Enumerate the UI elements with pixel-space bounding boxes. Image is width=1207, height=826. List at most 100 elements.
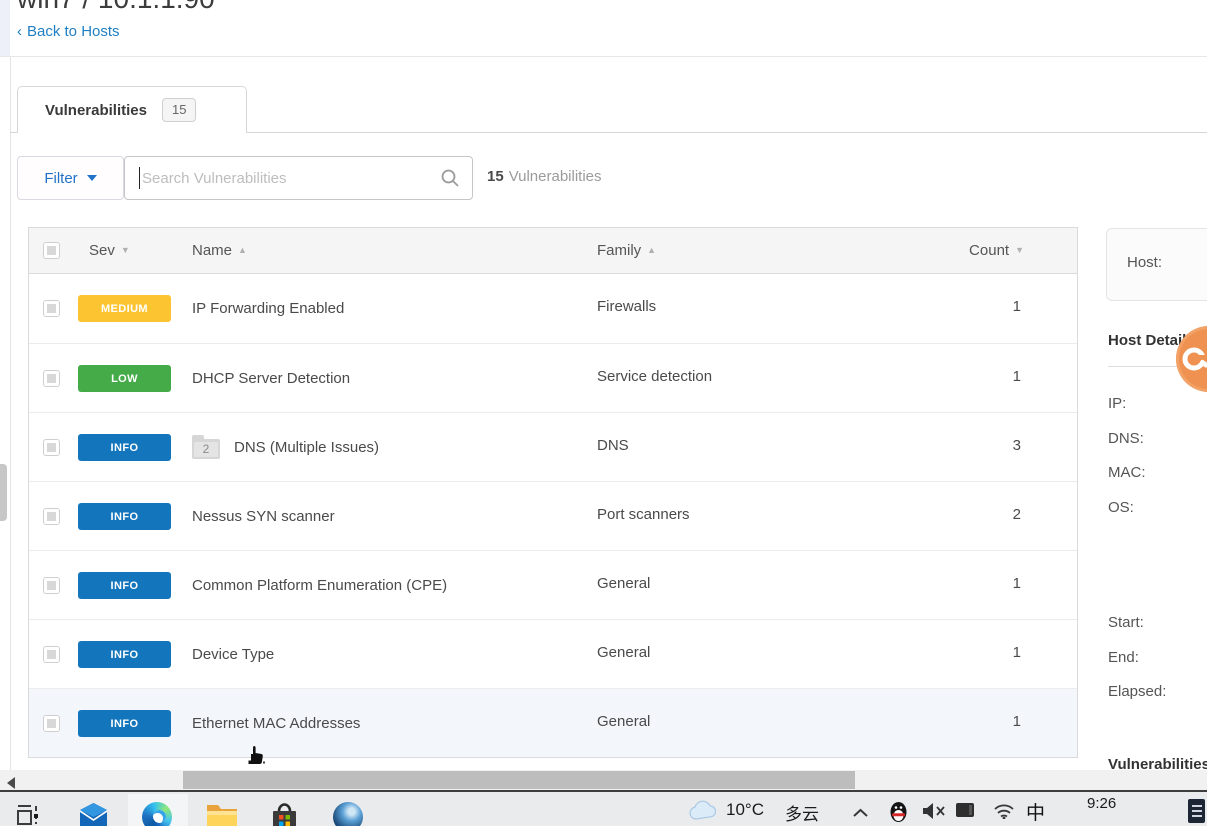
scan-time-label: Elapsed: [1108,683,1167,700]
row-checkbox[interactable] [43,300,60,317]
count-cell: 1 [1012,298,1021,315]
checkbox-fill [47,512,56,521]
host-detail-label: DNS: [1108,429,1144,447]
mail-app-icon[interactable] [78,802,109,826]
vulnerability-name-cell: IP Forwarding Enabled [192,274,344,343]
count-cell: 1 [1012,368,1021,385]
scroll-left-arrow[interactable] [7,777,15,789]
weather-temperature[interactable]: 10°C [726,800,764,819]
family-cell: General [597,575,651,592]
sort-asc-icon: ▲ [647,245,657,255]
qq-tray-icon[interactable] [888,800,909,826]
group-count: 2 [202,441,210,456]
checkbox-fill [47,246,56,255]
plugin-group-folder-icon: 2 [192,434,220,459]
table-row[interactable]: MEDIUM IP Forwarding Enabled Firewalls 1 [29,274,1077,343]
table-row[interactable]: INFO Device Type General 1 [29,619,1077,688]
column-header-name[interactable]: Name ▲ [192,242,247,259]
host-label: Host: [1127,254,1163,271]
search-icon [440,168,460,193]
vulnerability-name-cell: DHCP Server Detection [192,344,350,413]
pinned-app-icon[interactable] [14,802,41,826]
row-checkbox[interactable] [43,646,60,663]
vulnerabilities-section-heading: Vulnerabilities [1108,756,1207,773]
checkbox-fill [47,443,56,452]
vulnerability-name: Nessus SYN scanner [192,508,335,525]
vulnerability-name-cell: Device Type [192,620,274,689]
network-signal-icon[interactable] [993,802,1015,824]
tab-label: Vulnerabilities [45,101,147,119]
table-body: MEDIUM IP Forwarding Enabled Firewalls 1… [29,274,1077,757]
severity-badge: LOW [78,365,171,392]
severity-badge: INFO [78,641,171,668]
scan-time-label: Start: [1108,614,1144,631]
family-cell: General [597,644,651,661]
scan-time-fields: Start: End: Elapsed: [1108,606,1166,710]
vulnerability-name-cell: Nessus SYN scanner [192,482,335,551]
horizontal-scrollbar-thumb[interactable] [183,771,855,789]
row-checkbox[interactable] [43,439,60,456]
host-selector[interactable]: Host: [1106,228,1207,301]
host-detail-label: IP: [1108,395,1127,412]
severity-badge: INFO [78,434,171,461]
vulnerability-name-cell: Common Platform Enumeration (CPE) [192,551,447,620]
row-checkbox[interactable] [43,508,60,525]
table-header: Sev ▼ Name ▲ Family ▲ Count ▼ [29,228,1077,274]
vulnerability-name: IP Forwarding Enabled [192,300,345,317]
edge-browser-icon[interactable] [142,802,172,826]
microsoft-store-icon[interactable] [269,802,300,826]
taskbar-clock[interactable]: 9:26 [1087,795,1117,812]
search-input[interactable] [124,156,473,200]
count-cell: 2 [1012,506,1021,523]
weather-description[interactable]: 多云 [785,805,819,824]
notification-panel-icon[interactable] [1188,799,1205,823]
checkbox-fill [47,581,56,590]
row-checkbox[interactable] [43,370,60,387]
vulnerability-name: Common Platform Enumeration (CPE) [192,577,448,594]
search-wrap [124,156,473,200]
column-header-count[interactable]: Count ▼ [969,242,1024,259]
table-row[interactable]: LOW DHCP Server Detection Service detect… [29,343,1077,412]
family-cell: Service detection [597,368,713,385]
table-row[interactable]: INFO Ethernet MAC Addresses General 1 [29,688,1077,757]
select-all-checkbox[interactable] [43,242,60,259]
count-cell: 1 [1012,713,1021,730]
wrench-icon [1182,347,1207,371]
left-edge-strip [0,0,10,56]
filter-button[interactable]: Filter [17,156,124,200]
vulnerability-name-cell: Ethernet MAC Addresses [192,689,360,758]
family-cell: DNS [597,437,629,454]
photos-app-icon[interactable] [333,802,363,826]
table-row[interactable]: INFO Nessus SYN scanner Port scanners 2 [29,481,1077,550]
header-divider [0,56,1207,57]
left-panel-border [10,57,11,770]
checkbox-fill [47,304,56,313]
weather-cloud-icon[interactable] [688,800,718,826]
column-header-family[interactable]: Family ▲ [597,242,657,259]
table-row[interactable]: INFO 2 DNS (Multiple Issues) DNS 3 [29,412,1077,481]
column-header-sev[interactable]: Sev ▼ [89,242,130,259]
table-row[interactable]: INFO Common Platform Enumeration (CPE) G… [29,550,1077,619]
vulnerability-name: DNS (Multiple Issues) [234,439,380,456]
host-detail-label: MAC: [1108,464,1146,481]
tab-vulnerabilities[interactable]: Vulnerabilities 15 [17,86,247,133]
vulnerability-name-cell: 2 DNS (Multiple Issues) [192,413,379,482]
volume-muted-icon[interactable] [922,802,947,825]
file-explorer-icon[interactable] [206,802,238,826]
back-chevron-icon: ‹ [17,23,22,40]
display-tray-icon[interactable] [955,802,975,823]
severity-badge: INFO [78,572,171,599]
back-to-hosts-link[interactable]: ‹ Back to Hosts [17,23,120,40]
ime-language-indicator[interactable]: 中 [1026,803,1046,824]
row-checkbox[interactable] [43,715,60,732]
severity-badge: MEDIUM [78,295,171,322]
panel-drag-handle[interactable] [0,464,7,521]
tray-chevron-up-icon[interactable] [852,805,869,823]
vulnerability-name: Device Type [192,646,275,663]
family-cell: Firewalls [597,298,657,315]
taskbar: 10°C 多云 中 9:26 [0,790,1207,826]
row-checkbox[interactable] [43,577,60,594]
tab-count-badge: 15 [161,98,197,122]
count-cell: 1 [1012,575,1021,592]
